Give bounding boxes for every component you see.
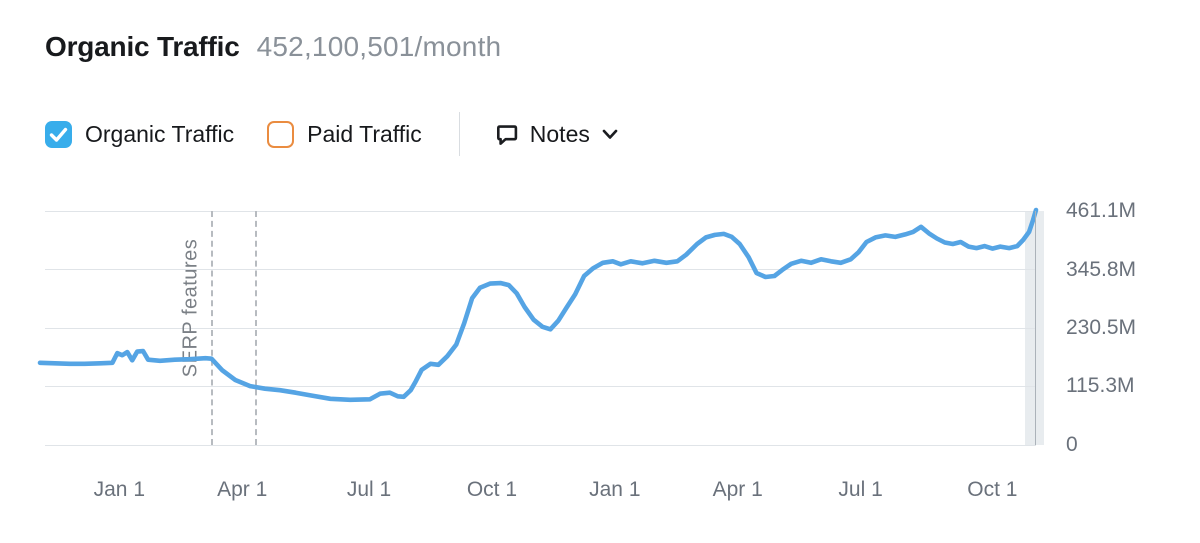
gridline bbox=[45, 444, 1036, 446]
organic-traffic-checkbox[interactable] bbox=[45, 120, 72, 148]
y-tick-label: 115.3M bbox=[1066, 374, 1135, 398]
checkmark-icon bbox=[49, 127, 68, 142]
gridline bbox=[45, 385, 1036, 387]
traffic-value: 452,100,501/month bbox=[256, 31, 502, 62]
organic-traffic-toggle[interactable]: Organic Traffic bbox=[45, 120, 235, 148]
paid-traffic-label: Paid Traffic bbox=[307, 120, 422, 147]
x-tick-label: Jan 1 bbox=[93, 478, 145, 501]
paid-traffic-checkbox[interactable] bbox=[267, 120, 295, 148]
chart-plot-area[interactable]: SERP features bbox=[37, 207, 1044, 446]
notes-dropdown[interactable]: Notes bbox=[493, 121, 618, 148]
y-tick-label: 461.1M bbox=[1066, 199, 1137, 222]
x-tick-label: Apr 1 bbox=[217, 478, 268, 501]
y-tick-label: 345.8M bbox=[1066, 257, 1137, 281]
y-tick-label: 230.5M bbox=[1066, 316, 1137, 340]
paid-traffic-toggle[interactable]: Paid Traffic bbox=[267, 120, 422, 148]
note-bubble-icon bbox=[496, 124, 517, 145]
x-axis: Jan 1 Apr 1 Jul 1 Oct 1 Jan 1 Apr 1 Jul 1 Oct 1 bbox=[45, 478, 1036, 506]
x-tick-label: Jul 1 bbox=[346, 478, 392, 501]
chart-header: Organic Traffic 452,100,501/month bbox=[45, 31, 501, 63]
page-title: Organic Traffic bbox=[45, 31, 240, 62]
organic-traffic-label: Organic Traffic bbox=[85, 120, 235, 147]
x-tick-label: Jul 1 bbox=[838, 478, 883, 501]
chevron-down-icon bbox=[602, 129, 618, 139]
y-tick-label: 0 bbox=[1066, 433, 1078, 456]
x-tick-label: Oct 1 bbox=[967, 478, 1018, 501]
x-tick-label: Jan 1 bbox=[589, 478, 641, 501]
notes-label: Notes bbox=[529, 120, 590, 147]
annotation-dashed-line bbox=[210, 211, 213, 445]
x-tick-label: Oct 1 bbox=[466, 478, 518, 501]
plot-right-border bbox=[1035, 211, 1036, 445]
gridline bbox=[45, 269, 1036, 270]
organic-traffic-line bbox=[37, 207, 1039, 403]
vertical-divider bbox=[458, 112, 460, 156]
annotation-dashed-line bbox=[255, 211, 258, 445]
line-series-organic-traffic bbox=[37, 207, 1039, 403]
y-axis: 461.1M 345.8M 230.5M 115.3M 0 bbox=[1062, 199, 1192, 456]
x-tick-label: Apr 1 bbox=[712, 478, 763, 501]
chart-controls: Organic Traffic Paid Traffic Notes bbox=[45, 111, 618, 157]
gridline bbox=[45, 210, 1036, 212]
